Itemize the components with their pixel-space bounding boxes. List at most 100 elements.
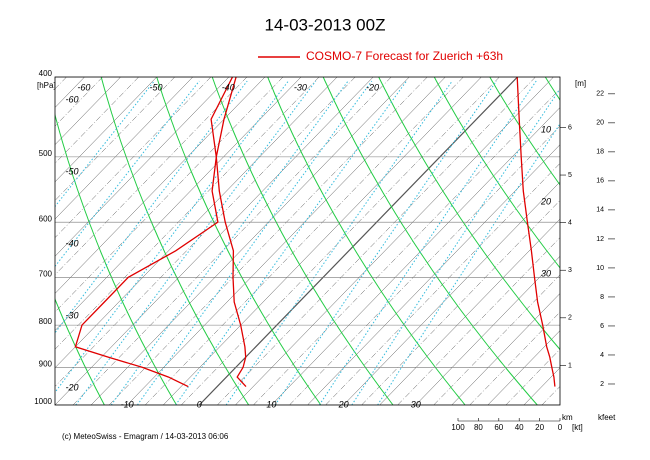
dry-adiabat (267, 77, 466, 405)
isotherm (198, 77, 518, 405)
isotherm (379, 218, 560, 405)
x-tick-label: -10 (121, 399, 134, 409)
km-tick-label: 1 (568, 362, 572, 369)
y-tick-label: 500 (39, 149, 53, 158)
profiles (74, 77, 556, 388)
mixing-ratio-line (225, 80, 453, 405)
y-unit: [hPa] (37, 81, 56, 90)
kfeet-tick-label: 16 (596, 178, 604, 185)
plot-frame (54, 76, 561, 406)
isotherm (72, 77, 392, 405)
kfeet-tick-label: 18 (596, 149, 604, 156)
chart-title: 14-03-2013 00Z (265, 15, 386, 34)
dry-adiabat (100, 77, 250, 405)
sounding-line (215, 77, 247, 388)
isotherm (235, 77, 554, 405)
isotherm (163, 77, 482, 405)
x-tick-label: 10 (266, 399, 276, 409)
wind-tick-label: 80 (474, 423, 483, 432)
km-tick-label: 4 (568, 219, 572, 226)
dry-adiabat (55, 112, 178, 405)
x-tick-label: 0 (197, 399, 202, 409)
kfeet-tick-label: 12 (596, 236, 604, 243)
dry-adiabat (378, 77, 560, 351)
isotherm (397, 237, 560, 405)
isotherm (55, 77, 338, 369)
dry-adiabat (433, 77, 560, 269)
mixing-ratio-line (351, 88, 560, 405)
isotherm (307, 144, 560, 405)
isotherm (144, 77, 464, 405)
isotherm (90, 77, 410, 405)
mixing-ratio-line (55, 80, 248, 334)
isotherm (55, 77, 266, 294)
isotherm (55, 77, 374, 405)
footer: (c) MeteoSwiss - Emagram / 14-03-2013 06… (62, 432, 229, 441)
isotherm (55, 77, 193, 220)
mixing-ratio-line (274, 80, 497, 405)
isotherm (55, 77, 157, 183)
km-tick-label: 6 (568, 124, 572, 131)
wind-tick-label: 20 (535, 423, 544, 432)
left-label: -40 (65, 238, 78, 248)
right-label: 20 (540, 196, 551, 206)
isotherm (361, 200, 560, 405)
right-label: 30 (541, 268, 551, 278)
left-label: -20 (65, 382, 78, 392)
isotherm (271, 107, 560, 405)
isotherm (108, 77, 428, 405)
wind-tick-label: 100 (451, 423, 465, 432)
mixing-ratio-line (55, 80, 289, 394)
isotherm (217, 77, 536, 405)
x-top-tick-label: -20 (366, 82, 379, 92)
m-label: [m] (575, 79, 586, 88)
right-label: 10 (541, 124, 551, 134)
mixing-ratio-line (110, 80, 349, 405)
isotherm (289, 125, 560, 405)
wind-tick-label: 60 (494, 423, 503, 432)
wind-tick-label: 0 (558, 423, 563, 432)
dry-adiabat (156, 77, 322, 405)
kfeet-tick-label: 22 (596, 91, 604, 98)
mixing-ratio-line (55, 80, 200, 268)
isotherm (55, 77, 302, 331)
isotherm (55, 77, 248, 276)
kfeet-tick-label: 2 (600, 381, 604, 388)
isotherm (181, 77, 500, 405)
left-label: -30 (65, 310, 78, 320)
isotherm (325, 162, 560, 405)
y-tick-label: 600 (39, 214, 53, 223)
left-label: -60 (65, 94, 78, 104)
isotherm (415, 255, 560, 405)
x-top-tick-label: -30 (294, 82, 307, 92)
dry-adiabat (322, 77, 538, 405)
x-top-tick-label: -40 (222, 82, 235, 92)
isotherm (487, 330, 560, 405)
kfeet-tick-label: 6 (600, 323, 604, 330)
isotherm (55, 77, 121, 146)
y-tick-label: 800 (39, 317, 53, 326)
km-label: km (562, 413, 573, 422)
km-tick-label: 2 (568, 315, 572, 322)
kfeet-label: kfeet (598, 413, 616, 422)
wind-unit: [kt] (572, 423, 583, 432)
km-tick-label: 3 (568, 267, 572, 274)
wind-tick-label: 40 (515, 423, 524, 432)
y-tick-label: 400 (39, 69, 53, 78)
mixing-ratio-line (136, 80, 373, 405)
y-tick-label: 900 (39, 359, 53, 368)
isotherm (343, 181, 560, 405)
km-tick-label: 5 (568, 172, 572, 179)
wind-profile (516, 77, 556, 387)
isotherm (55, 77, 284, 313)
background-lines (55, 77, 560, 405)
kfeet-tick-label: 8 (600, 294, 604, 301)
x-top-tick-label: -50 (150, 82, 163, 92)
mixing-ratio-line (55, 80, 155, 208)
mixing-ratio-line (377, 122, 560, 405)
mixing-ratio-line (75, 80, 317, 405)
dry-adiabat (489, 77, 560, 186)
dry-adiabat (211, 77, 394, 405)
y-tick-label: 700 (39, 269, 53, 278)
